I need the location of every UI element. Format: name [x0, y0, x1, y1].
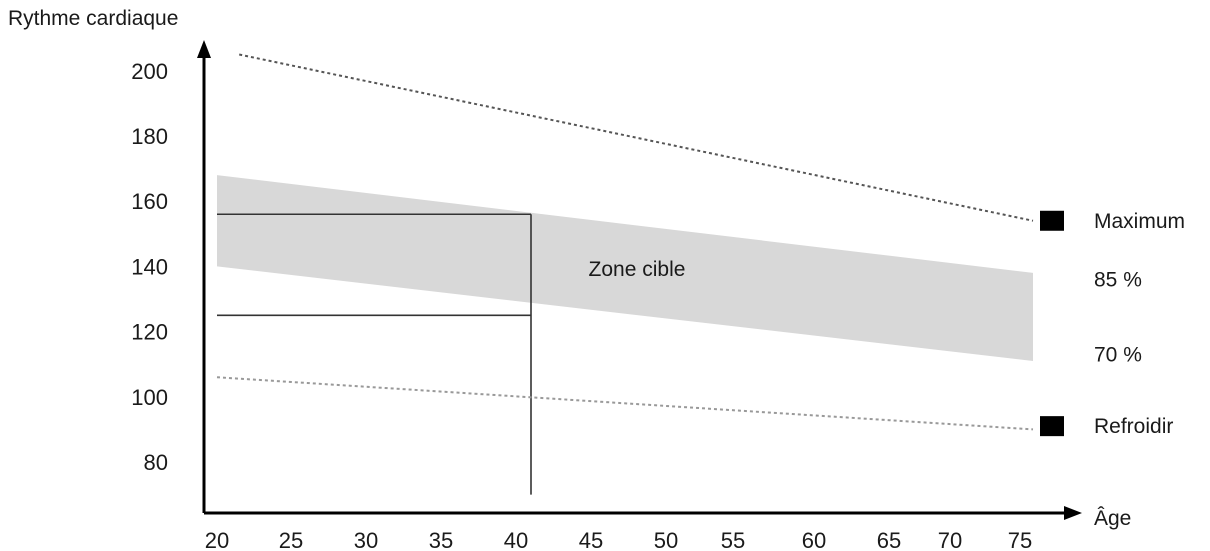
series-lines: [216, 53, 1034, 431]
tick-labels: 80 100 120 140 160 180 200 20 25 30 35 40 45 50 55 60 65…: [131, 59, 1032, 551]
y-tick-label: 140: [131, 254, 168, 279]
x-tick-label: 40: [504, 528, 528, 551]
target-zone-layer: [217, 175, 1033, 361]
x-tick-label: 25: [279, 528, 303, 551]
x-tick-label: 35: [429, 528, 453, 551]
x-tick-label: 65: [877, 528, 901, 551]
x-tick-label: 30: [354, 528, 378, 551]
square-marker-icon: [1040, 416, 1064, 437]
y-tick-label: 80: [144, 450, 168, 475]
x-tick-label: 50: [654, 528, 678, 551]
y-tick-label: 160: [131, 189, 168, 214]
axes: [197, 40, 1082, 520]
right-label: Refroidir: [1094, 415, 1173, 438]
right-label: Maximum: [1094, 210, 1185, 233]
x-tick-label: 75: [1008, 528, 1032, 551]
x-tick-label: 45: [579, 528, 603, 551]
y-axis-arrow-icon: [197, 40, 211, 58]
square-marker-icon: [1040, 210, 1064, 231]
y-tick-label: 120: [131, 320, 168, 345]
y-tick-label: 200: [131, 59, 168, 84]
x-tick-label: 20: [205, 528, 229, 551]
y-axis-label: Rythme cardiaque: [8, 7, 178, 30]
x-tick-label: 70: [938, 528, 962, 551]
y-tick-label: 180: [131, 124, 168, 149]
reference-lines: [217, 213, 532, 495]
y-tick-label: 100: [131, 385, 168, 410]
right-label: 70 %: [1094, 343, 1142, 366]
x-tick-label: 60: [802, 528, 826, 551]
right-label: 85 %: [1094, 268, 1142, 291]
target-zone-band: [217, 175, 1033, 361]
series-line-refroidir: [216, 376, 1034, 431]
x-axis-label: Âge: [1094, 507, 1131, 530]
x-axis-arrow-icon: [1064, 506, 1082, 520]
right-labels: Maximum 85 % 70 % Refroidir: [1040, 210, 1185, 438]
x-tick-label: 55: [721, 528, 745, 551]
target-zone-label: Zone cible: [589, 258, 686, 281]
